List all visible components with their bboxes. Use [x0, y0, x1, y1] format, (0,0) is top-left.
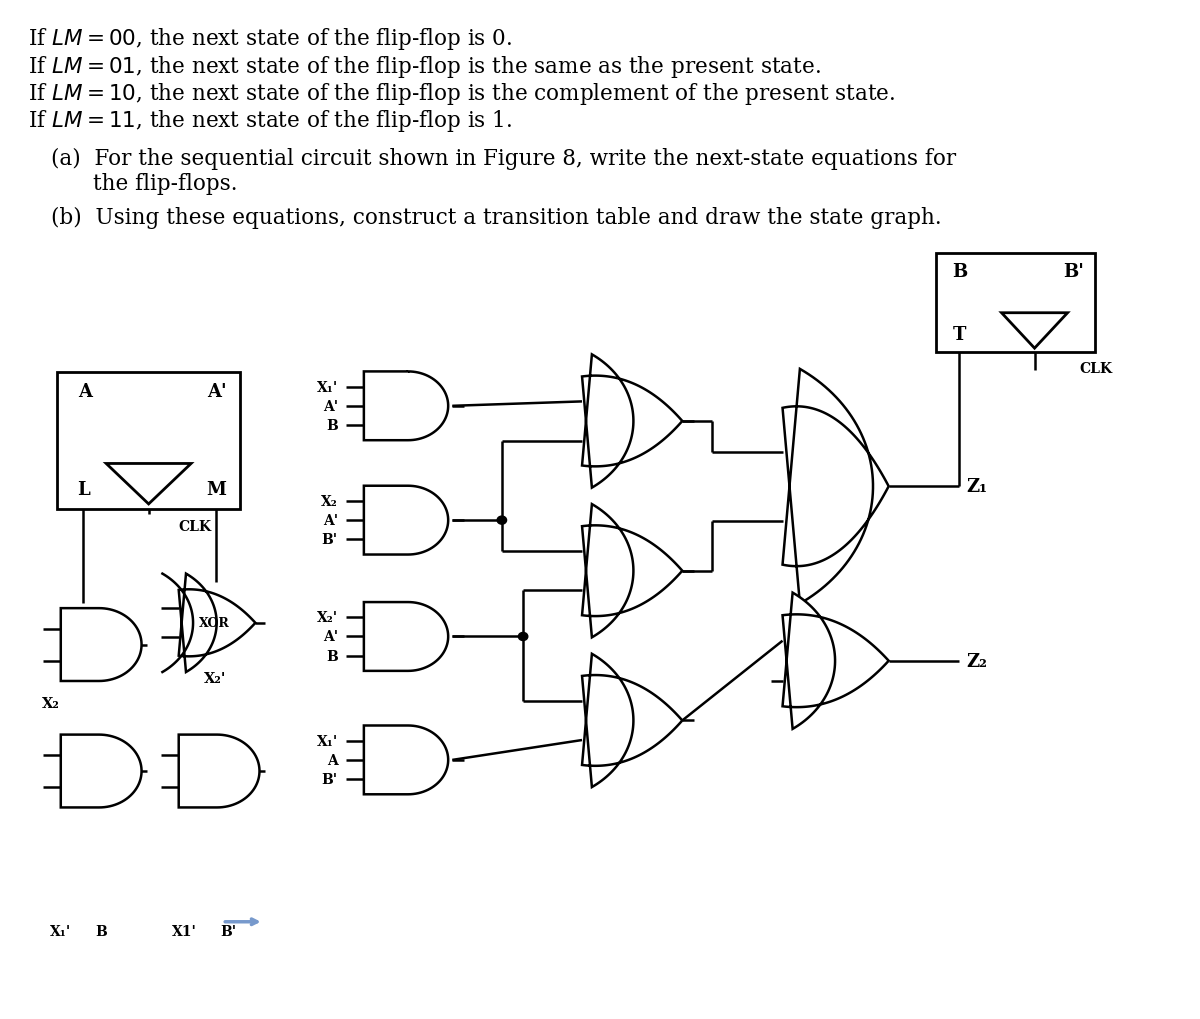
Circle shape — [518, 633, 528, 641]
Text: L: L — [77, 480, 90, 498]
Text: XOR: XOR — [199, 616, 230, 630]
Polygon shape — [179, 735, 259, 808]
Bar — [58, 373, 240, 510]
Text: CLK: CLK — [1079, 362, 1112, 376]
Text: (a)  For the sequential circuit shown in Figure 8, write the next-state equation: (a) For the sequential circuit shown in … — [52, 148, 956, 170]
Text: A: A — [78, 382, 92, 400]
Text: M: M — [206, 480, 227, 498]
Text: A': A' — [323, 399, 338, 414]
Bar — [936, 254, 1096, 353]
Text: B': B' — [322, 772, 338, 787]
Circle shape — [497, 517, 506, 525]
Polygon shape — [582, 654, 683, 788]
Text: T: T — [953, 326, 966, 343]
Polygon shape — [582, 504, 683, 638]
Text: X₁': X₁' — [317, 380, 338, 394]
Text: B: B — [95, 924, 107, 937]
Text: If $LM = 01$, the next state of the flip-flop is the same as the present state.: If $LM = 01$, the next state of the flip… — [28, 54, 821, 79]
Text: Z₁: Z₁ — [967, 478, 988, 496]
Text: B': B' — [1063, 263, 1085, 281]
Polygon shape — [364, 726, 448, 795]
Text: X₂: X₂ — [42, 697, 60, 710]
Text: If $LM = 10$, the next state of the flip-flop is the complement of the present s: If $LM = 10$, the next state of the flip… — [28, 81, 895, 107]
Text: B: B — [952, 263, 967, 281]
Text: (b)  Using these equations, construct a transition table and draw the state grap: (b) Using these equations, construct a t… — [52, 206, 942, 228]
Text: B: B — [326, 419, 338, 433]
Polygon shape — [582, 355, 683, 488]
Polygon shape — [782, 370, 889, 604]
Text: A: A — [328, 753, 338, 767]
Polygon shape — [61, 608, 142, 682]
Polygon shape — [782, 593, 889, 730]
Text: X₁': X₁' — [317, 734, 338, 748]
Text: CLK: CLK — [178, 520, 211, 534]
Text: the flip-flops.: the flip-flops. — [92, 173, 238, 195]
Text: Z₂: Z₂ — [967, 652, 988, 671]
Polygon shape — [364, 486, 448, 555]
Text: X₂': X₂' — [317, 610, 338, 625]
Polygon shape — [179, 574, 256, 673]
Text: A': A' — [323, 514, 338, 528]
Text: X₂': X₂' — [204, 672, 226, 685]
Text: A': A' — [323, 630, 338, 644]
Text: X₁': X₁' — [50, 924, 72, 937]
Text: X1': X1' — [172, 924, 197, 937]
Polygon shape — [61, 735, 142, 808]
Text: B': B' — [220, 924, 236, 937]
Polygon shape — [364, 602, 448, 672]
Text: A': A' — [206, 382, 227, 400]
Text: B': B' — [322, 533, 338, 547]
Text: If $LM = 11$, the next state of the flip-flop is 1.: If $LM = 11$, the next state of the flip… — [28, 108, 512, 135]
Text: X₂: X₂ — [322, 494, 338, 508]
Polygon shape — [364, 372, 448, 441]
Text: B: B — [326, 649, 338, 663]
Text: If $LM = 00$, the next state of the flip-flop is 0.: If $LM = 00$, the next state of the flip… — [28, 26, 512, 52]
